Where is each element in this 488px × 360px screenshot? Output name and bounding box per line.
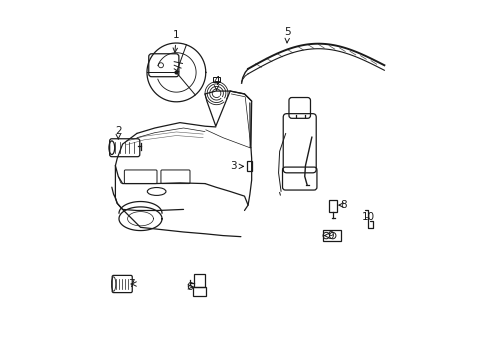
Text: 9: 9 [324, 231, 333, 240]
Text: 8: 8 [338, 200, 346, 210]
Text: 7: 7 [127, 279, 136, 289]
Text: 6: 6 [186, 282, 193, 292]
Text: 2: 2 [115, 126, 122, 139]
Bar [329, 200, 337, 212]
Bar [194, 274, 204, 287]
Text: 3: 3 [230, 161, 243, 171]
Bar [322, 230, 340, 241]
Bar [213, 77, 219, 82]
Text: 1: 1 [173, 30, 179, 53]
Bar [192, 287, 205, 296]
Text: 10: 10 [361, 212, 374, 221]
Text: 5: 5 [284, 27, 290, 43]
Bar [247, 161, 251, 171]
Text: 4: 4 [213, 76, 220, 90]
